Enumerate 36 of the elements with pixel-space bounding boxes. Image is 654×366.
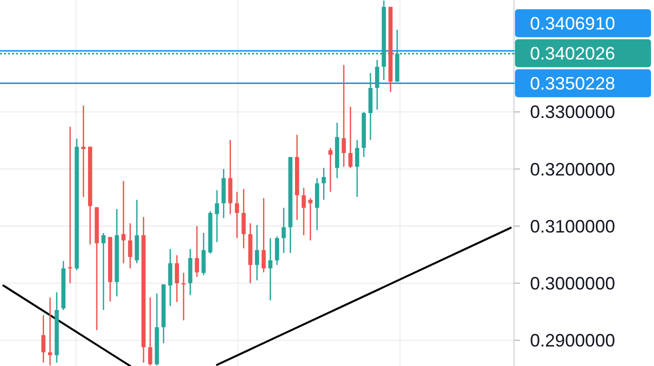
y-tick-label: 0.2900000 [530, 330, 616, 351]
ref-line-label: 0.3406910 [530, 14, 616, 34]
candlestick [148, 296, 152, 366]
candlestick [308, 197, 312, 242]
candlestick [202, 232, 206, 276]
candlestick [128, 222, 132, 270]
candlestick [262, 197, 266, 274]
candlestick [182, 272, 186, 321]
y-tick-label: 0.3000000 [530, 274, 616, 294]
candlestick [328, 147, 332, 192]
candlestick [274, 236, 280, 266]
y-tick-label: 0.3300000 [530, 102, 616, 122]
candlestick [121, 180, 126, 264]
candlestick [101, 232, 106, 311]
candlestick [342, 64, 346, 168]
candlestick [242, 188, 246, 250]
candlestick [282, 207, 286, 254]
candlestick [322, 167, 326, 200]
candlestick [214, 189, 220, 243]
candlestick [174, 254, 179, 303]
candlestick [254, 224, 260, 282]
y-tick-label: 0.3200000 [530, 159, 616, 180]
ref-line-label: 0.3350228 [530, 74, 616, 94]
candlestick [194, 225, 199, 278]
candlestick [302, 187, 306, 236]
candlestick [41, 314, 46, 364]
ref-line-label: 0.3402026 [530, 44, 616, 64]
candlestick [68, 126, 72, 284]
candlestick [234, 191, 240, 239]
candlestick [355, 139, 360, 198]
candlestick [268, 237, 272, 301]
candlestick [168, 248, 172, 307]
y-tick-label: 0.3100000 [530, 216, 616, 236]
candlestick [348, 106, 353, 169]
candlestick [375, 59, 380, 110]
candlestick [81, 104, 86, 198]
